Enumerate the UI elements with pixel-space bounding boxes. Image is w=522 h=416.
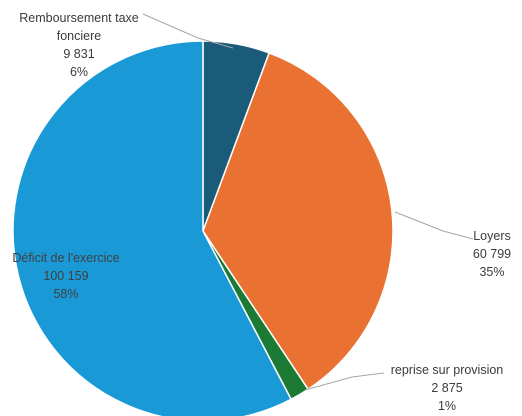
slice-percent: 1% [438, 399, 456, 413]
slice-label-line-2: fonciere [57, 29, 102, 43]
slice-label-line-1: Déficit de l'exercice [12, 251, 119, 265]
leader-line-2 [394, 211, 474, 240]
leader-line-3 [304, 372, 385, 391]
slice-value: 60 799 [473, 247, 511, 261]
data-label-3: reprise sur provision 2 875 1% [391, 363, 504, 413]
data-label-1: Remboursement taxe fonciere 9 831 6% [19, 11, 139, 79]
slice-value: 100 159 [43, 269, 88, 283]
slice-label-line-1: Remboursement taxe [19, 11, 139, 25]
pie-slice-4 [12, 40, 292, 416]
data-labels: Remboursement taxe fonciere 9 831 6% Loyers 6… [12, 11, 511, 413]
slice-percent: 35% [479, 265, 504, 279]
pie-slices [12, 40, 394, 416]
slice-value: 9 831 [63, 47, 94, 61]
slice-value: 2 875 [431, 381, 462, 395]
leader-lines [142, 13, 474, 391]
leader-line-1 [142, 13, 234, 49]
data-label-2: Loyers 60 799 35% [473, 229, 511, 279]
slice-label-line-1: reprise sur provision [391, 363, 504, 377]
slice-label-line-1: Loyers [473, 229, 511, 243]
slice-percent: 58% [53, 287, 78, 301]
pie-slice-2 [202, 52, 394, 391]
data-label-4: Déficit de l'exercice 100 159 58% [12, 251, 119, 301]
slice-percent: 6% [70, 65, 88, 79]
